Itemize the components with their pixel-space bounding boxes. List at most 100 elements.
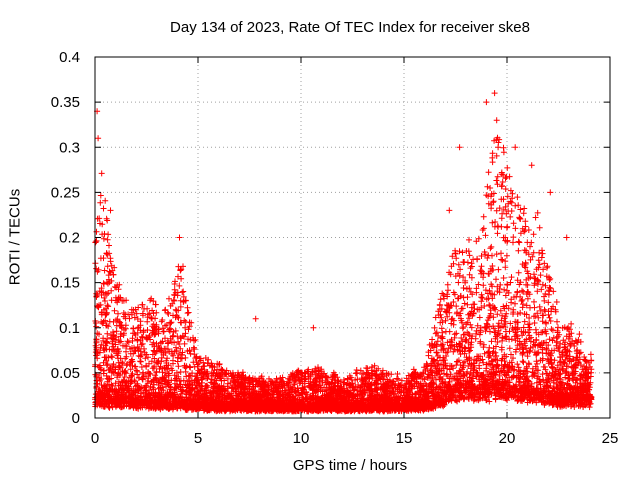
data-point: [504, 362, 511, 369]
data-point: [530, 343, 536, 350]
data-point: [460, 285, 467, 291]
data-point: [484, 255, 491, 261]
data-point: [150, 377, 156, 384]
data-point: [113, 328, 120, 335]
data-point: [290, 373, 297, 380]
data-point: [548, 347, 555, 354]
data-point: [185, 326, 192, 333]
data-point: [432, 314, 439, 321]
data-point: [187, 350, 194, 357]
data-point: [541, 306, 548, 313]
data-point: [541, 260, 548, 267]
data-point: [131, 314, 138, 321]
data-point: [479, 295, 486, 301]
data-point: [433, 329, 440, 336]
data-point: [545, 311, 552, 318]
data-point: [115, 286, 122, 293]
data-point: [508, 359, 515, 366]
data-point: [494, 311, 501, 318]
data-point: [164, 365, 171, 372]
data-point: [435, 360, 442, 367]
data-point: [494, 181, 501, 188]
data-point: [535, 314, 542, 321]
data-point: [459, 305, 466, 312]
data-point: [444, 339, 451, 346]
data-point: [488, 338, 495, 345]
data-point: [481, 350, 488, 357]
data-point: [462, 279, 469, 286]
data-point: [177, 303, 184, 310]
data-point: [98, 341, 105, 348]
data-point: [587, 351, 594, 358]
data-point: [543, 273, 550, 280]
data-point: [507, 320, 514, 327]
data-point: [461, 358, 468, 365]
data-point: [145, 311, 152, 318]
data-point: [566, 340, 573, 347]
data-point: [467, 265, 474, 272]
data-point: [163, 322, 170, 328]
data-point: [526, 324, 532, 331]
data-point: [182, 354, 189, 361]
data-point: [464, 294, 471, 301]
data-point: [518, 298, 525, 304]
data-point: [456, 272, 463, 279]
data-point: [485, 169, 492, 176]
data-point: [149, 307, 156, 314]
data-point: [491, 305, 497, 312]
data-point: [514, 324, 521, 331]
data-point: [559, 325, 566, 331]
data-point: [523, 345, 530, 352]
data-point: [539, 355, 546, 362]
data-point: [344, 376, 351, 383]
data-point: [531, 304, 538, 311]
data-point: [103, 372, 110, 379]
data-point: [510, 374, 516, 381]
data-point: [582, 357, 589, 364]
data-point: [444, 281, 451, 288]
data-point: [557, 340, 564, 347]
data-point: [434, 338, 441, 345]
data-point: [144, 305, 151, 312]
data-point: [493, 343, 499, 350]
data-point: [432, 330, 439, 337]
data-point: [171, 339, 178, 346]
data-point: [502, 292, 509, 299]
data-point: [450, 299, 457, 305]
data-point: [473, 327, 480, 334]
data-point: [181, 340, 188, 347]
data-point: [539, 247, 545, 254]
data-point: [532, 214, 539, 221]
data-point: [530, 249, 537, 256]
data-point: [510, 306, 517, 313]
data-point: [313, 382, 320, 389]
data-point: [515, 269, 522, 276]
data-point: [486, 301, 493, 308]
data-point: [134, 344, 141, 350]
data-point: [498, 317, 505, 324]
data-point: [461, 372, 467, 379]
data-point: [473, 330, 479, 337]
data-point: [542, 290, 549, 297]
data-point: [546, 336, 553, 343]
data-point: [534, 209, 541, 216]
data-point: [152, 301, 159, 308]
data-point: [157, 363, 164, 370]
data-point: [120, 332, 127, 339]
data-point: [563, 369, 570, 376]
data-point: [105, 280, 111, 287]
data-point: [508, 296, 515, 303]
data-point: [512, 202, 519, 209]
data-point: [523, 311, 530, 318]
data-point: [527, 256, 534, 263]
data-point: [490, 190, 497, 197]
data-point: [135, 374, 142, 381]
data-point: [440, 357, 447, 363]
data-point: [435, 353, 441, 359]
data-point: [508, 351, 514, 358]
data-point: [123, 362, 130, 369]
data-point: [277, 376, 284, 383]
data-point: [466, 252, 473, 259]
data-point: [177, 345, 184, 352]
data-point: [454, 398, 461, 405]
